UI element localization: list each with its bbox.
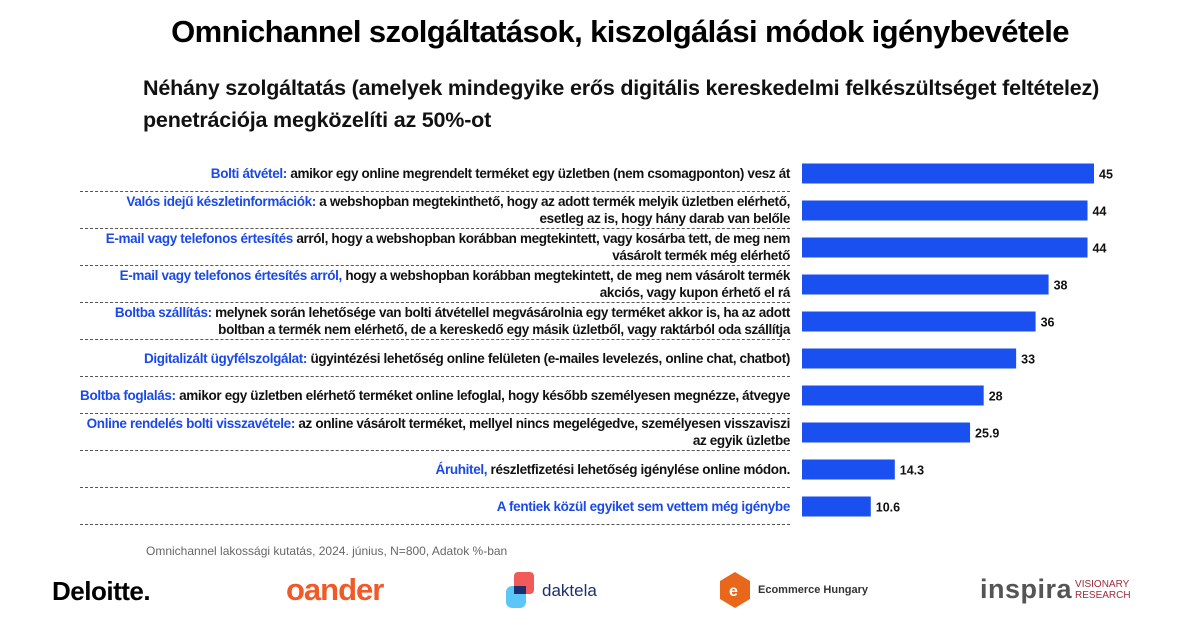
svg-text:e: e [729,583,738,600]
category-label: E-mail vagy telefonos értesítés arról, h… [80,267,791,301]
data-label: 25.9 [975,427,999,441]
bar [802,459,895,480]
category-highlight: Boltba szállítás: [114,305,212,320]
category-description: ügyintézési lehetőség online felületen (… [307,350,790,366]
category-label: Áruhitel, részletfizetési lehetőség igén… [435,461,791,478]
category-row: Áruhitel, részletfizetési lehetőség igén… [80,451,790,488]
bar [802,274,1049,295]
category-highlight: Boltba foglalás: [80,387,176,403]
data-label: 14.3 [900,464,924,478]
data-label: 28 [989,390,1003,404]
bar-chart: 45 44 44 38 36 33 28 25.9 14.3 10.6 [802,163,1113,517]
source-note: Omnichannel lakossági kutatás, 2024. jún… [146,544,508,558]
category-row: Online rendelés bolti visszavétele: az o… [80,414,790,451]
category-row: Boltba foglalás: amikor egy üzletben elé… [80,377,790,414]
bar [802,200,1088,221]
daktela-icon [506,572,534,608]
data-label: 33 [1021,353,1035,367]
category-highlight: Áruhitel, [435,461,488,477]
category-row: E-mail vagy telefonos értesítés arról, h… [80,266,790,303]
category-label: A fentiek közül egyiket sem vettem még i… [496,498,791,515]
category-row: A fentiek közül egyiket sem vettem még i… [80,488,790,525]
category-highlight: Digitalizált ügyfélszolgálat: [143,350,308,366]
ecommerce-hungary-logo: e Ecommerce Hungary [720,572,868,608]
category-description: amikor egy online megrendelt terméket eg… [286,165,790,181]
category-row: Boltba szállítás: melynek során lehetősé… [80,303,790,340]
page-title: Omnichannel szolgáltatások, kiszolgálási… [171,14,1069,49]
bar [802,496,871,517]
category-label: Bolti átvétel: amikor egy online megrend… [210,165,791,182]
category-description: a webshopban megtekinthető, hogy az adot… [315,194,790,226]
bar [802,385,984,406]
bar [802,422,971,443]
category-description: arról, hogy a webshopban korábban megtek… [292,231,790,263]
category-description: melynek során lehetősége van bolti átvét… [211,305,790,337]
category-label: Boltba foglalás: amikor egy üzletben elé… [80,387,790,404]
category-highlight: A fentiek közül egyiket sem vettem még i… [496,498,791,514]
category-highlight: E-mail vagy telefonos értesítés [105,231,294,246]
category-highlight: Valós idejű készletinformációk: [126,194,316,209]
data-label: 44 [1093,242,1107,256]
bar [802,237,1088,258]
ecommerce-hungary-icon: e [720,572,750,608]
category-labels: Bolti átvétel: amikor egy online megrend… [80,155,790,525]
category-highlight: E-mail vagy telefonos értesítés arról, [119,268,343,283]
data-label: 38 [1054,279,1068,293]
category-description: részletfizetési lehetőség igénylése onli… [487,461,791,477]
category-label: Online rendelés bolti visszavétele: az o… [80,415,791,449]
category-label: Valós idejű készletinformációk: a websho… [80,193,790,227]
category-description: az online vásárolt terméket, mellyel nin… [294,416,790,448]
data-label: 10.6 [876,501,900,515]
category-highlight: Online rendelés bolti visszavétele: [86,416,296,431]
bar [802,348,1017,369]
data-label: 36 [1041,316,1055,330]
data-label: 44 [1093,205,1107,219]
inspira-logo: inspira VISIONARY RESEARCH [980,574,1131,604]
daktela-logo: daktela [502,572,597,610]
category-row: E-mail vagy telefonos értesítés arról, h… [80,229,790,266]
category-label: Boltba szállítás: melynek során lehetősé… [80,304,790,338]
category-label: Digitalizált ügyfélszolgálat: ügyintézés… [144,350,790,367]
category-label: E-mail vagy telefonos értesítés arról, h… [80,230,791,264]
category-row: Digitalizált ügyfélszolgálat: ügyintézés… [80,340,790,377]
category-row: Bolti átvétel: amikor egy online megrend… [80,155,790,192]
data-label: 45 [1099,168,1113,182]
bar [802,163,1094,184]
category-row: Valós idejű készletinformációk: a websho… [80,192,790,229]
oander-logo: oander [286,572,384,607]
bar [802,311,1036,332]
subtitle: Néhány szolgáltatás (amelyek mindegyike … [143,76,1100,132]
category-description: hogy a webshopban korábban megtekintett,… [341,268,790,300]
deloitte-logo: Deloitte. [52,576,151,606]
category-highlight: Bolti átvétel: [210,165,287,181]
category-description: amikor egy üzletben elérhető terméket on… [175,387,790,403]
